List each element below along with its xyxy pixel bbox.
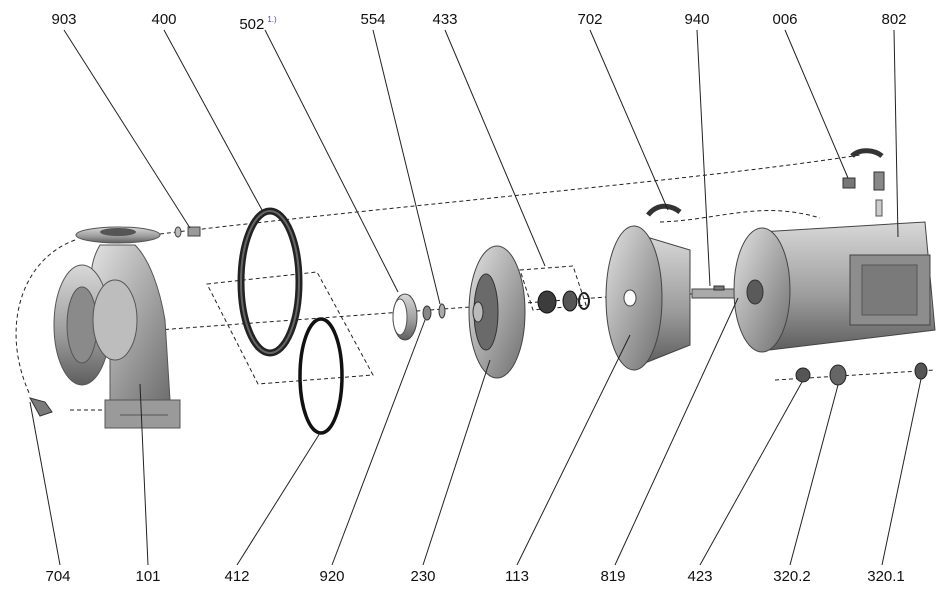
motor-802 bbox=[733, 221, 936, 353]
label-819: 819 bbox=[600, 568, 626, 585]
fittings-006 bbox=[842, 148, 885, 217]
label-412: 412 bbox=[224, 568, 250, 585]
label-903: 903 bbox=[51, 11, 77, 28]
label-502: 502 1.) bbox=[239, 15, 277, 33]
label-704: 704 bbox=[45, 568, 71, 585]
casing-101 bbox=[53, 226, 181, 429]
impeller-230 bbox=[468, 245, 526, 379]
label-702: 702 bbox=[577, 11, 603, 28]
label-920: 920 bbox=[319, 568, 345, 585]
label-320-1: 320.1 bbox=[867, 568, 905, 585]
label-101: 101 bbox=[135, 568, 161, 585]
washer-554 bbox=[438, 303, 446, 319]
footnote-marker: 1.) bbox=[267, 15, 277, 24]
plug-903 bbox=[174, 226, 201, 238]
leader-lines bbox=[29, 29, 922, 566]
label-006: 006 bbox=[772, 11, 798, 28]
drain-plug-704 bbox=[28, 397, 53, 417]
label-554: 554 bbox=[360, 11, 386, 28]
o-ring-412 bbox=[298, 317, 344, 435]
label-940: 940 bbox=[684, 11, 710, 28]
key-940 bbox=[713, 285, 725, 291]
label-433: 433 bbox=[432, 11, 458, 28]
label-113: 113 bbox=[505, 568, 529, 585]
intermediate-casing-113 bbox=[605, 225, 691, 371]
label-320-2: 320.2 bbox=[773, 568, 811, 585]
pipe-702 bbox=[646, 203, 682, 217]
label-400: 400 bbox=[151, 11, 177, 28]
bearing-320-2 bbox=[829, 364, 847, 386]
mechanical-seal-433 bbox=[537, 290, 590, 314]
nut-920 bbox=[422, 305, 432, 321]
bearing-320-1 bbox=[914, 362, 928, 380]
label-230: 230 bbox=[410, 568, 436, 585]
ring-423 bbox=[795, 367, 811, 383]
label-423: 423 bbox=[687, 568, 713, 585]
label-802: 802 bbox=[881, 11, 907, 28]
